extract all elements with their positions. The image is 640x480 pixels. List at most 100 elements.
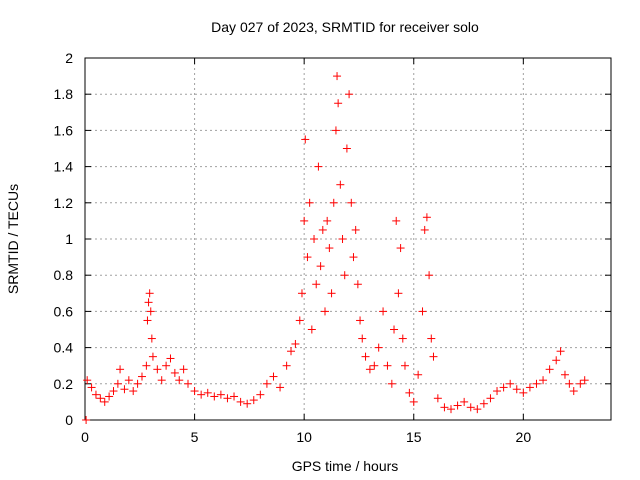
data-point [203,388,212,397]
data-point [422,213,431,222]
data-point [400,361,409,370]
data-point [556,347,565,356]
y-axis-label: SRMTID / TECUs [5,184,21,294]
data-point [387,379,396,388]
data-point [342,144,351,153]
data-point [340,271,349,280]
data-point [318,225,327,234]
data-point [137,372,146,381]
data-point [144,298,153,307]
y-tick-label: 1.8 [54,86,74,102]
data-point [358,334,367,343]
data-point [433,394,442,403]
data-point [147,334,156,343]
data-point [453,401,462,410]
data-point [460,397,469,406]
axis-ticks: 0 5 10 15 20 0 0.2 0.4 0.6 0.8 1 1.2 1.4 1.6 1.8 2 [54,50,611,445]
data-point [236,397,245,406]
data-point [276,383,285,392]
data-point [351,225,360,234]
data-point [262,379,271,388]
data-point [153,365,162,374]
data-point [291,339,300,348]
data-point [512,385,521,394]
data-point [349,253,358,262]
data-point [532,379,541,388]
data-point [519,388,528,397]
y-tick-label: 0 [65,412,73,428]
data-point [143,316,152,325]
data-point [565,379,574,388]
data-point [576,379,585,388]
data-point [390,325,399,334]
data-point [320,307,329,316]
data-point [314,162,323,171]
data-point [83,376,92,385]
data-point [295,316,304,325]
data-point [560,370,569,379]
data-point [327,289,336,298]
data-point [87,383,96,392]
data-point [301,135,310,144]
data-point [429,352,438,361]
data-point [347,198,356,207]
x-tick-label: 10 [296,429,312,445]
data-point [370,361,379,370]
data-point [379,307,388,316]
y-tick-label: 0.4 [54,340,74,356]
data-point [499,383,508,392]
data-point [82,416,91,424]
data-point [392,216,401,225]
y-tick-label: 1.2 [54,195,74,211]
y-tick-label: 0.6 [54,303,74,319]
data-point [300,216,309,225]
data-point [282,361,291,370]
data-point [297,289,306,298]
data-point [100,397,109,406]
data-point [353,280,362,289]
x-axis-label: GPS time / hours [292,458,399,474]
grid [85,58,611,420]
data-point [374,343,383,352]
data-point [223,394,232,403]
data-point [580,376,589,385]
data-point [365,365,374,374]
data-point [545,365,554,374]
data-point [323,216,332,225]
data-point [325,244,334,253]
x-tick-label: 0 [81,429,89,445]
data-point [569,387,578,396]
data-point [197,390,206,399]
data-point [409,397,418,406]
data-point [210,392,219,401]
data-point [287,347,296,356]
data-point [162,361,171,370]
data-point [427,334,436,343]
data-point [96,394,105,403]
data-point [310,235,319,243]
data-point [316,262,325,271]
data-point [190,387,199,396]
data-point [506,379,515,388]
data-point [157,376,166,385]
data-point [249,396,258,405]
data-points [82,72,589,424]
data-point [175,376,184,385]
y-tick-label: 2 [65,50,73,66]
data-point [91,390,100,399]
data-point [383,361,392,370]
data-point [124,376,133,385]
chart-title: Day 027 of 2023, SRMTID for receiver sol… [211,19,479,35]
data-point [179,365,188,374]
data-point [466,403,475,412]
data-point [418,307,427,316]
data-point [345,90,354,99]
data-point [256,390,265,399]
data-point [230,392,239,401]
data-point [398,334,407,343]
data-point [269,372,278,381]
data-point [493,387,502,396]
data-point [113,379,122,388]
data-point [356,316,365,325]
data-point [133,379,142,388]
